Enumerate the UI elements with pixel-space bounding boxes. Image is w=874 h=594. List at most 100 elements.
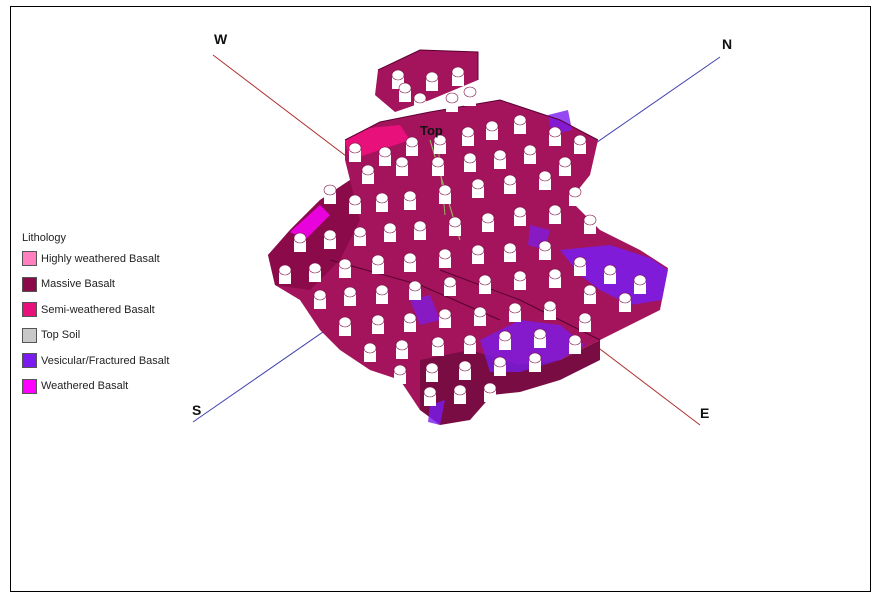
legend-label: Vesicular/Fractured Basalt <box>41 354 170 367</box>
borehole-top-1 <box>425 71 439 83</box>
borehole-top-56 <box>375 284 389 296</box>
borehole-top-55 <box>343 286 357 298</box>
borehole-top-82 <box>493 356 507 368</box>
borehole-top-10 <box>433 134 447 146</box>
borehole-top-65 <box>371 314 385 326</box>
legend-label: Top Soil <box>41 329 81 341</box>
borehole-tops <box>278 66 647 406</box>
borehole-top-81 <box>458 360 472 372</box>
borehole-top-76 <box>498 330 512 342</box>
compass-west-label: W <box>214 31 228 47</box>
compass-east-label: E <box>700 405 710 421</box>
borehole-top-53 <box>633 274 647 286</box>
borehole-top-49 <box>503 242 517 254</box>
borehole-top-27 <box>438 184 452 196</box>
borehole-top-41 <box>583 214 597 226</box>
legend-swatch <box>22 327 37 343</box>
borehole-top-20 <box>493 149 507 161</box>
borehole-top-29 <box>503 174 517 186</box>
borehole-top-0 <box>391 69 405 81</box>
borehole-top-48 <box>471 244 485 256</box>
legend-item-highly-weathered-basalt: Highly weathered Basalt <box>22 250 169 267</box>
borehole-top-69 <box>508 302 522 314</box>
borehole-top-2 <box>451 66 465 78</box>
borehole-top-43 <box>308 262 322 274</box>
compass-south-label: S <box>192 402 202 418</box>
borehole-top-42 <box>278 264 292 276</box>
borehole-top-83 <box>528 352 542 364</box>
borehole-top-68 <box>473 306 487 318</box>
borehole-top-40 <box>548 204 562 216</box>
borehole-top-17 <box>395 156 409 168</box>
borehole-top-86 <box>483 382 497 394</box>
borehole-top-61 <box>548 268 562 280</box>
legend-swatch <box>22 251 37 266</box>
borehole-top-25 <box>375 192 389 204</box>
compass-north-label: N <box>722 36 733 52</box>
legend-swatch <box>22 378 37 394</box>
borehole-top-21 <box>523 144 537 156</box>
borehole-top-72 <box>363 342 377 354</box>
legend-item-massive-basalt: Massive Basalt <box>22 276 169 293</box>
borehole-top-23 <box>323 184 337 196</box>
borehole-top-19 <box>463 152 477 164</box>
borehole-top-15 <box>573 134 587 146</box>
borehole-top-74 <box>431 336 445 348</box>
legend-item-top-soil: Top Soil <box>22 327 169 344</box>
borehole-top-47 <box>438 248 452 260</box>
borehole-top-73 <box>395 339 409 351</box>
borehole-top-24 <box>348 194 362 206</box>
borehole-top-34 <box>353 226 367 238</box>
borehole-top-78 <box>568 334 582 346</box>
borehole-top-11 <box>461 126 475 138</box>
borehole-top-62 <box>583 284 597 296</box>
borehole-top-71 <box>578 312 592 324</box>
lithology-legend: Lithology Highly weathered Basalt Massiv… <box>22 232 169 403</box>
borehole-top-13 <box>513 114 527 126</box>
borehole-top-45 <box>371 254 385 266</box>
borehole-top-77 <box>533 328 547 340</box>
legend-item-semi-weathered-basalt: Semi-weathered Basalt <box>22 301 169 318</box>
borehole-top-44 <box>338 258 352 270</box>
legend-label: Massive Basalt <box>41 278 115 290</box>
legend-swatch <box>22 353 37 368</box>
borehole-top-6 <box>398 82 412 94</box>
borehole-top-18 <box>431 156 445 168</box>
legend-swatch <box>22 302 37 317</box>
borehole-top-35 <box>383 222 397 234</box>
borehole-top-38 <box>481 212 495 224</box>
legend-item-weathered-basalt: Weathered Basalt <box>22 378 169 395</box>
borehole-top-67 <box>438 308 452 320</box>
borehole-top-59 <box>478 274 492 286</box>
borehole-top-58 <box>443 276 457 288</box>
borehole-top-63 <box>618 292 632 304</box>
legend-label: Weathered Basalt <box>41 380 129 392</box>
borehole-top-46 <box>403 252 417 264</box>
legend-label: Semi-weathered Basalt <box>41 303 155 316</box>
borehole-top-3 <box>463 86 477 98</box>
borehole-top-39 <box>513 206 527 218</box>
borehole-top-4 <box>445 92 459 104</box>
borehole-top-70 <box>543 300 557 312</box>
borehole-top-50 <box>538 240 552 252</box>
borehole-top-7 <box>348 142 362 154</box>
borehole-top-14 <box>548 126 562 138</box>
borehole-top-30 <box>538 170 552 182</box>
borehole-top-51 <box>573 256 587 268</box>
borehole-top-16 <box>361 164 375 176</box>
borehole-top-12 <box>485 120 499 132</box>
legend-swatch <box>22 276 37 292</box>
borehole-top-37 <box>448 216 462 228</box>
borehole-top-66 <box>403 312 417 324</box>
borehole-top-36 <box>413 220 427 232</box>
borehole-top-31 <box>568 186 582 198</box>
top-label: Top <box>420 123 443 138</box>
borehole-top-52 <box>603 264 617 276</box>
borehole-top-54 <box>313 289 327 301</box>
borehole-top-22 <box>558 156 572 168</box>
borehole-top-84 <box>423 386 437 398</box>
borehole-top-33 <box>323 229 337 241</box>
borehole-top-75 <box>463 334 477 346</box>
borehole-top-26 <box>403 190 417 202</box>
